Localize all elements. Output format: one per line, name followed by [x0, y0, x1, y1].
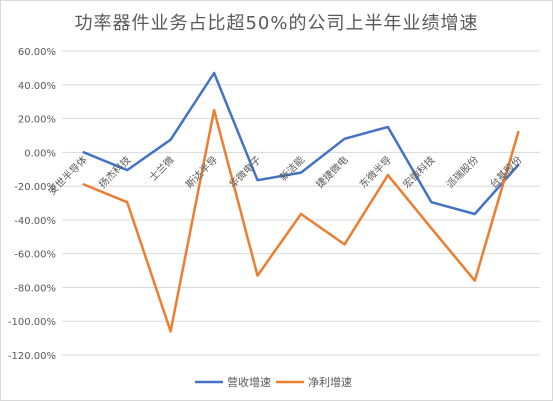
- x-tick-label: 斯达半导: [183, 153, 220, 190]
- y-tick-label: -40.00%: [14, 216, 56, 227]
- series-line-1: [82, 108, 520, 333]
- x-tick-label: 台基股份: [487, 153, 524, 190]
- x-axis-ticks: 安世半导体 扬杰科技 士兰微 斯达半导 华微电子 新洁能 捷捷微电 东微半导 宏微科技 派瑞股份台…: [45, 153, 524, 198]
- y-tick-label: -80.00%: [14, 283, 56, 294]
- x-tick-label: 东微半导: [357, 153, 394, 190]
- y-tick-label: 40.00%: [18, 81, 56, 92]
- y-tick-label: -100.00%: [8, 317, 56, 328]
- series-line-0: [82, 71, 520, 216]
- y-tick-label: 60.00%: [18, 47, 56, 58]
- y-tick-label: -60.00%: [14, 250, 56, 261]
- x-tick-label: 派瑞股份: [444, 154, 481, 191]
- legend-label: 净利增速: [308, 375, 352, 389]
- legend-label: 营收增速: [227, 375, 271, 389]
- x-tick-label: 安世半导体: [45, 153, 90, 198]
- y-tick-label: 0.00%: [24, 148, 56, 159]
- x-tick-label: 士兰微: [146, 153, 176, 183]
- y-tick-label: -20.00%: [14, 182, 56, 193]
- legend: 营收增速 净利增速: [195, 375, 352, 389]
- grid-layer: [62, 50, 540, 356]
- y-tick-label: 20.00%: [18, 115, 56, 126]
- y-axis-ticks: 60.00% 40.00% 20.00% 0.00% -20.00% -40.00% -60…: [8, 47, 56, 362]
- x-tick-label: 新洁能: [277, 153, 307, 183]
- series-layer: [82, 71, 520, 333]
- chart-title: 功率器件业务占比超50%的公司上半年业绩增速: [74, 13, 479, 34]
- x-tick-label: 华微电子: [226, 153, 263, 190]
- y-tick-label: -120.00%: [8, 351, 56, 362]
